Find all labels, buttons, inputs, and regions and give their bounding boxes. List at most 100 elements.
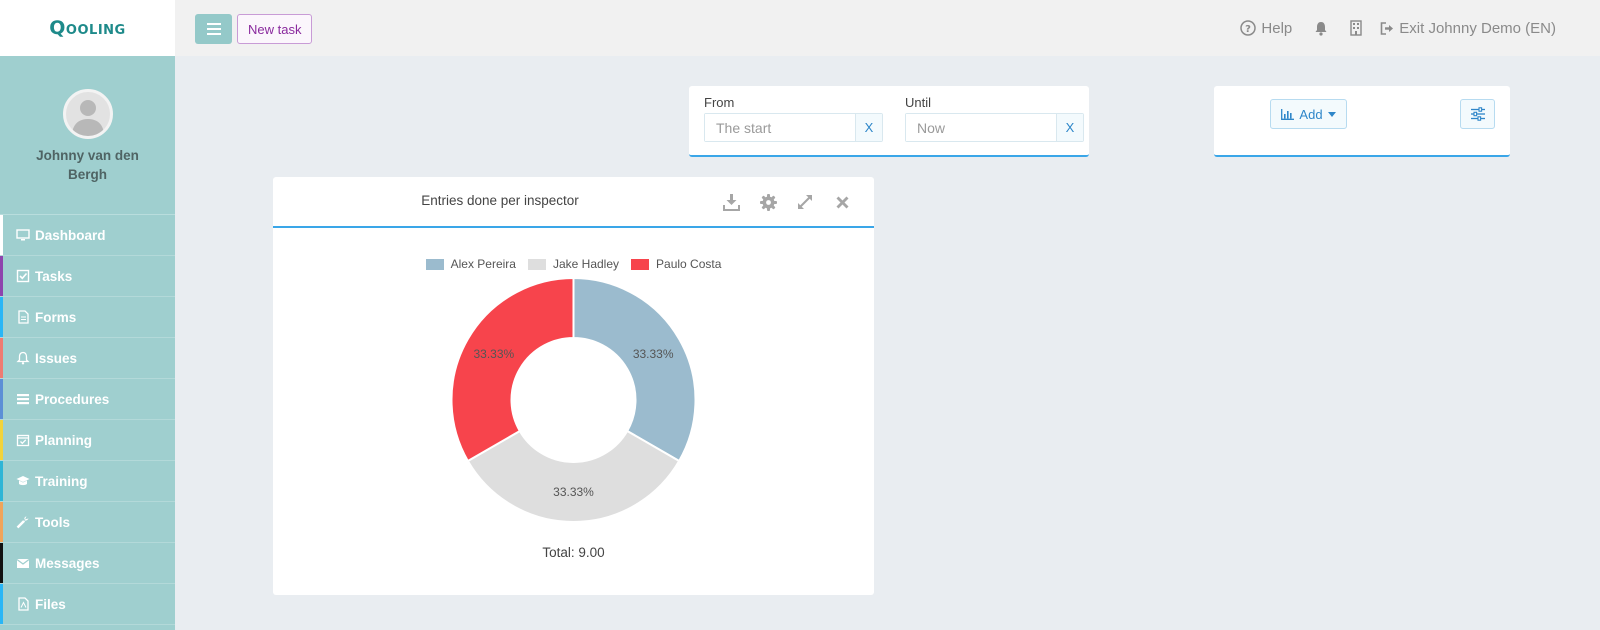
bell-icon: [16, 351, 30, 365]
sidebar: Johnny van den Bergh Dashboard Tasks Forms…: [0, 56, 175, 630]
monitor-icon: [16, 228, 30, 242]
user-name: Johnny van den Bergh: [36, 148, 139, 182]
download-button[interactable]: [721, 192, 741, 212]
file-pdf-icon: [16, 597, 30, 611]
sidebar-item-label: Tasks: [35, 268, 73, 284]
sidebar-item-label: Files: [35, 596, 66, 612]
sidebar-item-label: Dashboard: [35, 227, 106, 243]
help-label: Help: [1261, 19, 1293, 37]
help-link[interactable]: ? Help: [1240, 20, 1292, 37]
sidebar-item-dashboard[interactable]: Dashboard: [0, 215, 175, 256]
hamburger-icon: [206, 23, 221, 35]
sidebar-item-planning[interactable]: Planning: [0, 420, 175, 461]
pie-slice[interactable]: [572, 276, 697, 463]
new-task-button[interactable]: New task: [237, 14, 313, 44]
legend-swatch: [425, 258, 444, 270]
slice-label: 33.33%: [553, 485, 594, 499]
clear-from-button[interactable]: X: [855, 114, 882, 141]
top-bar: Qooling New task ? Help: [0, 0, 1600, 56]
date-filter-panel: From X Until X: [689, 86, 1089, 157]
envelope-icon: [16, 556, 30, 570]
from-input[interactable]: [705, 114, 855, 141]
sidebar-item-label: Planning: [35, 432, 92, 448]
until-input[interactable]: [906, 114, 1056, 141]
clear-until-button[interactable]: X: [1056, 114, 1083, 141]
until-label: Until: [905, 95, 932, 110]
logo-container[interactable]: Qooling: [0, 0, 175, 56]
app-logo[interactable]: Qooling: [49, 17, 126, 39]
check-square-icon: [16, 269, 30, 283]
donut-chart: 33.33% 33.33% 33.33%: [450, 276, 697, 523]
exit-demo-link[interactable]: Exit Johnny Demo (EN): [1380, 20, 1556, 37]
sidebar-item-accent: [0, 215, 3, 255]
chart-widget: Entries done per inspector: [273, 177, 874, 595]
sidebar-item-accent: [0, 461, 3, 501]
slice-label: 33.33%: [473, 347, 514, 361]
pie-slice[interactable]: [466, 429, 681, 523]
sidebar-item-tools[interactable]: Tools: [0, 502, 175, 543]
add-widget-label: Add: [1299, 106, 1323, 122]
widget-settings-button[interactable]: [758, 192, 778, 212]
chart-total: Total: 9.00: [542, 545, 605, 560]
sidebar-item-accent: [0, 256, 3, 296]
expand-icon: [798, 195, 812, 209]
bar-chart-icon: [1281, 108, 1295, 120]
sidebar-item-label: Procedures: [35, 391, 110, 407]
add-widget-button[interactable]: Add: [1270, 99, 1347, 129]
sidebar-item-accent: [0, 420, 3, 460]
header-actions: ? Help Exit Johnny Demo (EN): [1222, 0, 1556, 56]
until-field: X: [905, 113, 1084, 142]
bell-icon: [1315, 21, 1327, 36]
legend-swatch: [631, 258, 650, 270]
sidebar-item-training[interactable]: Training: [0, 461, 175, 502]
widget-actions-panel: Add: [1214, 86, 1510, 157]
widget-tools: [721, 192, 852, 212]
organization-button[interactable]: [1350, 20, 1362, 36]
list-icon: [16, 392, 30, 406]
sidebar-item-label: Forms: [35, 309, 77, 325]
legend-entry[interactable]: Paulo Costa: [631, 257, 721, 271]
legend-entry[interactable]: Alex Pereira: [425, 257, 516, 271]
sidebar-item-label: Tools: [35, 514, 70, 530]
from-field: X: [704, 113, 883, 142]
dashboard-settings-button[interactable]: [1460, 99, 1495, 129]
close-widget-button[interactable]: [832, 192, 852, 212]
wrench-icon: [16, 515, 30, 529]
slice-label: 33.33%: [633, 347, 674, 361]
sidebar-item-accent: [0, 502, 3, 542]
sidebar-item-label: Training: [35, 473, 88, 489]
sidebar-item-messages[interactable]: Messages: [0, 543, 175, 584]
legend-entry[interactable]: Jake Hadley: [527, 257, 620, 271]
building-icon: [1350, 20, 1362, 36]
from-label: From: [704, 95, 735, 110]
legend-label: Jake Hadley: [552, 257, 620, 271]
menu-toggle-button[interactable]: [195, 14, 232, 44]
sign-out-icon: [1380, 21, 1394, 35]
sidebar-item-label: Messages: [35, 555, 100, 571]
sidebar-item-accent: [0, 584, 3, 624]
sidebar-item-accent: [0, 379, 3, 419]
sidebar-item-tasks[interactable]: Tasks: [0, 256, 175, 297]
graduation-cap-icon: [16, 474, 30, 488]
sidebar-item-procedures[interactable]: Procedures: [0, 379, 175, 420]
legend-label: Paulo Costa: [656, 257, 722, 271]
chart-legend: Alex Pereira Jake Hadley Paulo Costa: [273, 257, 874, 271]
sidebar-item-accent: [0, 297, 3, 337]
gear-icon: [759, 193, 777, 211]
sidebar-item-forms[interactable]: Forms: [0, 297, 175, 338]
file-icon: [16, 310, 30, 324]
user-silhouette-icon: [71, 100, 104, 136]
sidebar-nav: Dashboard Tasks Forms Issues Procedures Plann…: [0, 215, 175, 625]
caret-down-icon: [1327, 111, 1336, 117]
avatar[interactable]: [62, 89, 113, 139]
sidebar-item-files[interactable]: Files: [0, 584, 175, 625]
exit-demo-label: Exit Johnny Demo (EN): [1399, 19, 1556, 37]
sliders-icon: [1470, 107, 1485, 121]
sidebar-item-accent: [0, 338, 3, 378]
pie-slice[interactable]: [450, 276, 575, 463]
widget-title: Entries done per inspector: [421, 193, 579, 208]
notifications-button[interactable]: [1314, 21, 1328, 36]
calendar-check-icon: [16, 433, 30, 447]
expand-button[interactable]: [795, 192, 815, 212]
sidebar-item-issues[interactable]: Issues: [0, 338, 175, 379]
